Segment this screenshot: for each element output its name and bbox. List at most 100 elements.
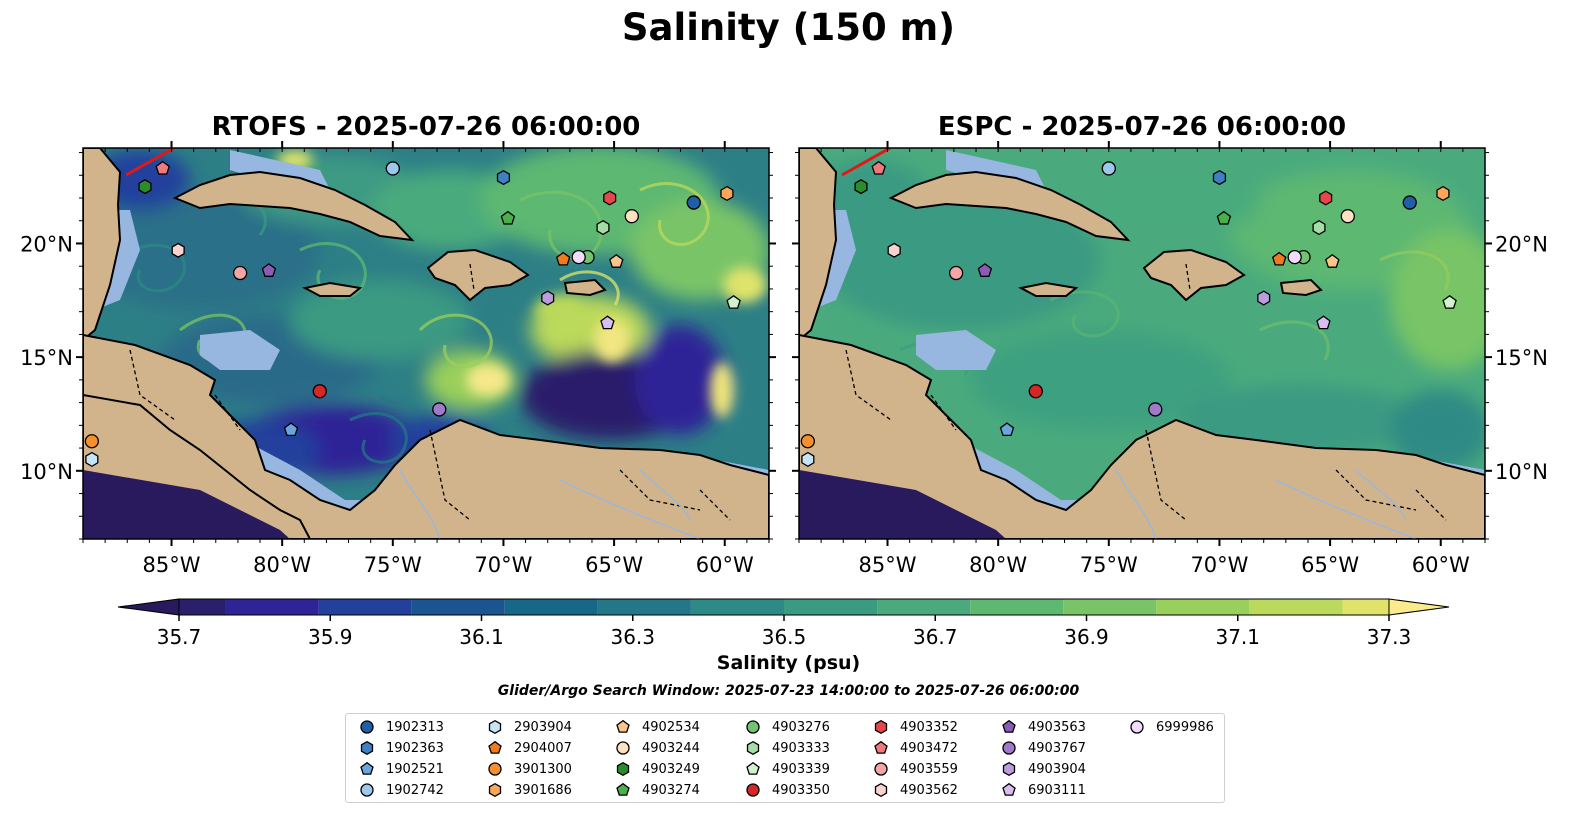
- colorbar-tick-label: 36.3: [610, 625, 655, 649]
- float-marker-2904007: [1271, 251, 1287, 266]
- legend-swatch-4903472: [874, 740, 888, 754]
- float-marker-4903249: [854, 179, 868, 195]
- float-marker-4903333: [596, 219, 610, 236]
- colorbar-segment: [784, 599, 878, 615]
- float-marker-4903244: [624, 209, 639, 224]
- lat-tick-label: 15°N: [20, 346, 73, 370]
- legend-swatch-4903339: [746, 761, 760, 775]
- legend-swatch-4903244: [616, 741, 630, 755]
- transect-line: [841, 148, 891, 177]
- colorbar-segment: [1063, 599, 1157, 615]
- float-marker-4903563: [261, 263, 277, 277]
- legend-item-4903559: 4903559: [872, 759, 958, 779]
- lon-tick-label: 60°W: [1412, 553, 1470, 577]
- legend-label: 4902534: [642, 719, 700, 735]
- legend-label: 4903904: [1028, 761, 1086, 777]
- legend-label: 4903563: [1028, 719, 1086, 735]
- figure-title: Salinity (150 m): [621, 6, 956, 49]
- legend-swatch-4903350: [746, 783, 760, 797]
- legend-item-4903562: 4903562: [872, 780, 958, 800]
- legend-item-4903904: 4903904: [1000, 759, 1086, 779]
- lat-tick-label: 20°N: [20, 232, 73, 256]
- float-marker-4903274: [500, 210, 516, 225]
- rivers: [399, 469, 701, 539]
- country-borders: [845, 263, 1447, 521]
- transect-line: [125, 148, 175, 177]
- legend-swatch-4902534: [616, 719, 630, 733]
- float-marker-6903111: [600, 315, 615, 330]
- circle-marker-icon: [746, 783, 760, 797]
- legend-item-4903274: 4903274: [614, 780, 700, 800]
- legend-label: 1902742: [386, 782, 444, 798]
- lon-tick-label: 75°W: [364, 553, 422, 577]
- legend-swatch-4903274: [616, 782, 630, 796]
- lon-tick-label: 85°W: [143, 553, 201, 577]
- float-marker-6903111: [1316, 315, 1331, 330]
- float-marker-1902363: [496, 169, 511, 186]
- lon-tick-label: 80°W: [253, 553, 311, 577]
- float-marker-4903350: [312, 384, 327, 399]
- float-marker-4903333: [1312, 219, 1326, 236]
- rtofs-panel-title: RTOFS - 2025-07-26 06:00:00: [211, 112, 641, 142]
- lat-tick-label: 15°N: [1495, 346, 1548, 370]
- float-markers: [800, 160, 1457, 468]
- float-marker-4903472: [155, 160, 170, 175]
- colorbar-segment: [225, 599, 319, 615]
- float-marker-4903244: [1340, 209, 1355, 224]
- legend-swatch-1902742: [360, 783, 374, 797]
- colorbar-tick-label: 37.3: [1367, 625, 1412, 649]
- lon-tick-label: 70°W: [1190, 553, 1248, 577]
- legend-item-2903904: 2903904: [486, 717, 572, 737]
- float-markers: [84, 160, 741, 468]
- float-marker-4903562: [887, 242, 901, 258]
- pentagon-marker-icon: [616, 782, 630, 796]
- legend-label: 1902363: [386, 740, 444, 756]
- circle-marker-icon: [360, 783, 374, 797]
- float-marker-1902313: [686, 195, 701, 210]
- legend-label: 6903111: [1028, 782, 1086, 798]
- colorbar-segment: [179, 599, 226, 615]
- legend-label: 2904007: [514, 740, 572, 756]
- lon-tick-label: 65°W: [1301, 553, 1359, 577]
- legend-item-4903333: 4903333: [744, 738, 830, 758]
- legend-item-4903350: 4903350: [744, 780, 830, 800]
- legend-swatch-4903562: [874, 782, 888, 798]
- float-marker-1902742: [385, 161, 400, 176]
- float-marker-6999986: [571, 249, 586, 265]
- hexagon-marker-icon: [874, 782, 888, 798]
- float-marker-4902534: [1325, 253, 1340, 268]
- colorbar-overflow-arrow: [1388, 598, 1450, 616]
- legend-item-3901300: 3901300: [486, 759, 572, 779]
- legend-item-4903767: 4903767: [1000, 738, 1086, 758]
- colorbar-tick-label: 37.1: [1215, 625, 1260, 649]
- legend-item-4903472: 4903472: [872, 738, 958, 758]
- colorbar-tick-label: 36.9: [1064, 625, 1109, 649]
- float-marker-4903562: [171, 242, 185, 258]
- legend-label: 1902313: [386, 719, 444, 735]
- float-marker-3901300: [84, 434, 100, 449]
- float-marker-4903767: [432, 402, 447, 417]
- legend-label: 4903350: [772, 782, 830, 798]
- float-marker-4903350: [1028, 384, 1043, 399]
- legend-item-4903249: 4903249: [614, 759, 700, 779]
- hexagon-marker-icon: [874, 719, 888, 735]
- legend-swatch-3901686: [488, 782, 502, 798]
- float-marker-4903352: [603, 190, 617, 206]
- espc-panel-title: ESPC - 2025-07-26 06:00:00: [937, 112, 1347, 142]
- legend-label: 6999986: [1156, 719, 1214, 735]
- float-marker-4903339: [1442, 294, 1457, 309]
- legend-item-2904007: 2904007: [486, 738, 572, 758]
- hexagon-marker-icon: [1002, 761, 1016, 777]
- pentagon-marker-icon: [1002, 719, 1016, 733]
- legend-item-4903339: 4903339: [744, 759, 830, 779]
- legend-swatch-4903559: [874, 762, 888, 776]
- legend-label: 3901686: [514, 782, 572, 798]
- legend-swatch-1902363: [360, 740, 374, 756]
- float-marker-4903274: [1216, 210, 1232, 225]
- colorbar-segment: [877, 599, 971, 615]
- circle-marker-icon: [874, 762, 888, 776]
- legend-label: 2903904: [514, 719, 572, 735]
- colorbar-segment: [970, 599, 1064, 615]
- map-ticks: 85°W 80°W 75°W 70°W 65°W 60°W 10°N 15°N 20°N: [792, 141, 1548, 577]
- lat-tick-label: 10°N: [1495, 460, 1548, 484]
